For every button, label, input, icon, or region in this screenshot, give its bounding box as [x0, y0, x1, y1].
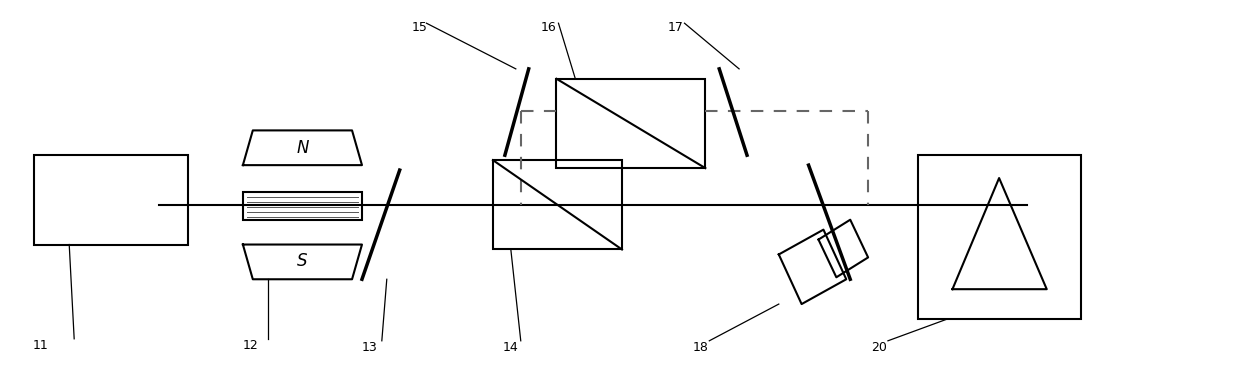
Bar: [557, 79, 706, 168]
Text: 20: 20: [870, 341, 887, 354]
Bar: [494, 160, 622, 250]
Text: 12: 12: [243, 339, 259, 352]
Text: 17: 17: [667, 21, 683, 34]
Bar: [243, 192, 362, 220]
Text: 11: 11: [32, 339, 48, 352]
Bar: [35, 155, 188, 244]
Text: N: N: [296, 139, 309, 157]
Text: 18: 18: [692, 341, 708, 354]
Text: 15: 15: [412, 21, 428, 34]
Bar: [918, 155, 1081, 319]
Text: 16: 16: [541, 21, 557, 34]
Text: S: S: [298, 253, 308, 270]
Text: 14: 14: [503, 341, 518, 354]
Text: 13: 13: [362, 341, 378, 354]
